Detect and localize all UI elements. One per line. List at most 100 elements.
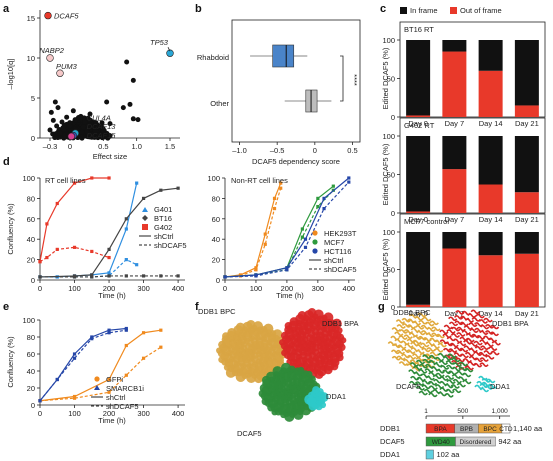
c-bar-out-of-frame: [478, 70, 503, 117]
ddb1-bpa-density: [336, 327, 343, 334]
d-right-series-point: [285, 268, 289, 272]
d-left-ytick-label: 80: [27, 194, 35, 203]
ddb1-bpa-ribbon: [456, 326, 466, 332]
c-bar-out-of-frame: [478, 255, 503, 307]
c-bar-in-frame: [478, 136, 503, 185]
a-point: [120, 105, 126, 111]
d-legend-marker: [312, 230, 318, 236]
e-ytick-label: 80: [27, 333, 35, 342]
dcaf5-density: [306, 370, 313, 378]
ddb1-bpa-ribbon: [451, 326, 461, 332]
e-series-point: [124, 373, 128, 377]
d-right-legend-label: shDCAF5: [324, 265, 357, 274]
d-left-series-point: [159, 188, 163, 192]
ddb1-bpc-ribbon: [421, 347, 431, 353]
dcaf5-density: [308, 375, 316, 384]
dcaf5-ribbon: [461, 372, 472, 378]
f-density-map: [216, 308, 347, 422]
g-domain-ddb1: [501, 423, 511, 434]
ddb1-bpc-ribbon: [417, 312, 427, 318]
a-annotation-cul4a: CUL4A: [87, 113, 111, 122]
f-label-dcaf5: DCAF5: [237, 429, 262, 438]
dcaf5-ribbon: [452, 378, 463, 384]
d-left-series-point: [72, 245, 77, 249]
c-category-label: Day 21: [515, 309, 539, 318]
a-ytick-label: 0: [31, 134, 35, 143]
a-point: [59, 119, 65, 125]
a-point-nabp2: [46, 54, 54, 62]
g-domain-tick-label: 500: [457, 408, 468, 415]
f-label-dda1: DDA1: [326, 392, 346, 401]
c-ylabel: Edited DCAF5 (%): [381, 238, 390, 300]
ddb1-bpa-ribbon: [489, 331, 500, 337]
g-protein-length: 942 aa: [498, 437, 522, 446]
ddb1-bpc-density: [218, 340, 226, 349]
e-series-line: [39, 346, 162, 402]
a-point: [52, 99, 58, 105]
ddb1-bpa-density: [281, 349, 288, 357]
panel-label-g: g: [378, 301, 385, 313]
ddb1-bpa-density: [280, 331, 289, 340]
e-xtick-label: 100: [68, 409, 81, 418]
c-bar-in-frame: [442, 232, 467, 249]
d-left-series-point: [124, 217, 128, 221]
c-bar-in-frame: [442, 40, 467, 52]
dcaf5-ribbon: [435, 372, 445, 378]
ddb1-bpc-ribbon: [406, 349, 416, 354]
ddb1-bpc-ribbon: [395, 349, 406, 355]
d-right-series-point: [331, 184, 335, 188]
g-domain-tick-label: 1: [424, 408, 428, 415]
a-point: [130, 116, 136, 122]
ddb1-bpa-ribbon: [479, 362, 489, 368]
dcaf5-density: [280, 362, 291, 373]
g-ribbon-model: [387, 309, 501, 398]
g-label-ddb1-bpa: DDB1 BPA: [492, 319, 529, 328]
d-right-xtick-label: 400: [343, 284, 356, 293]
a-point-dcaf15: [67, 132, 76, 141]
dcaf5-density: [261, 397, 270, 406]
ddb1-bpc-ribbon: [396, 355, 406, 361]
ddb1-bpa-ribbon: [471, 333, 481, 339]
ddb1-bpc-ribbon: [437, 342, 447, 348]
d-left-series-point: [55, 247, 59, 251]
ddb1-bpc-ribbon: [425, 332, 435, 338]
g-domain-tick-label: 1,000: [492, 408, 509, 415]
c-bar-in-frame: [478, 40, 503, 71]
e-xlabel: Time (h): [98, 416, 126, 425]
dcaf5-ribbon: [442, 369, 452, 375]
c-bar-out-of-frame: [514, 253, 539, 307]
dcaf5-ribbon: [428, 385, 438, 391]
ddb1-bpc-ribbon: [415, 344, 425, 349]
d-left-legend-label: G401: [154, 205, 172, 214]
d-right-xlabel: Time (h): [276, 291, 304, 300]
c-category-label: Day 7: [445, 215, 465, 224]
c-category-label: Day 14: [479, 215, 503, 224]
e-series-point: [90, 337, 94, 341]
a-point-pum3: [56, 69, 64, 77]
a-point: [85, 115, 91, 121]
c-bar-out-of-frame: [442, 169, 467, 213]
c-category-label: Day 21: [515, 119, 539, 128]
d-left-series-point: [55, 201, 59, 206]
d-left-xtick-label: 200: [103, 284, 116, 293]
dcaf5-density: [297, 366, 305, 374]
ddb1-bpc-density: [272, 329, 283, 340]
d-right-series-point: [254, 266, 258, 270]
dcaf5-ribbon: [451, 366, 462, 372]
ddb1-bpc-ribbon: [396, 324, 406, 329]
c-category-label: Day 21: [515, 215, 539, 224]
e-ytick-label: 20: [27, 384, 35, 393]
ddb1-bpa-density: [323, 312, 334, 323]
d-legend-marker: [142, 215, 148, 221]
a-annotation-tp53: TP53: [150, 38, 169, 47]
d-left-xtick-label: 400: [172, 284, 185, 293]
ddb1-bpa-density: [331, 318, 342, 329]
d-left-series-point: [107, 274, 111, 278]
ddb1-bpc-ribbon: [402, 358, 413, 364]
d-left-ytick-label: 60: [27, 215, 35, 224]
e-ytick-label: 40: [27, 367, 35, 376]
a-point: [70, 108, 76, 114]
e-series-line: [39, 329, 127, 402]
a-point: [87, 122, 93, 128]
ddb1-bpa-ribbon: [473, 357, 484, 363]
